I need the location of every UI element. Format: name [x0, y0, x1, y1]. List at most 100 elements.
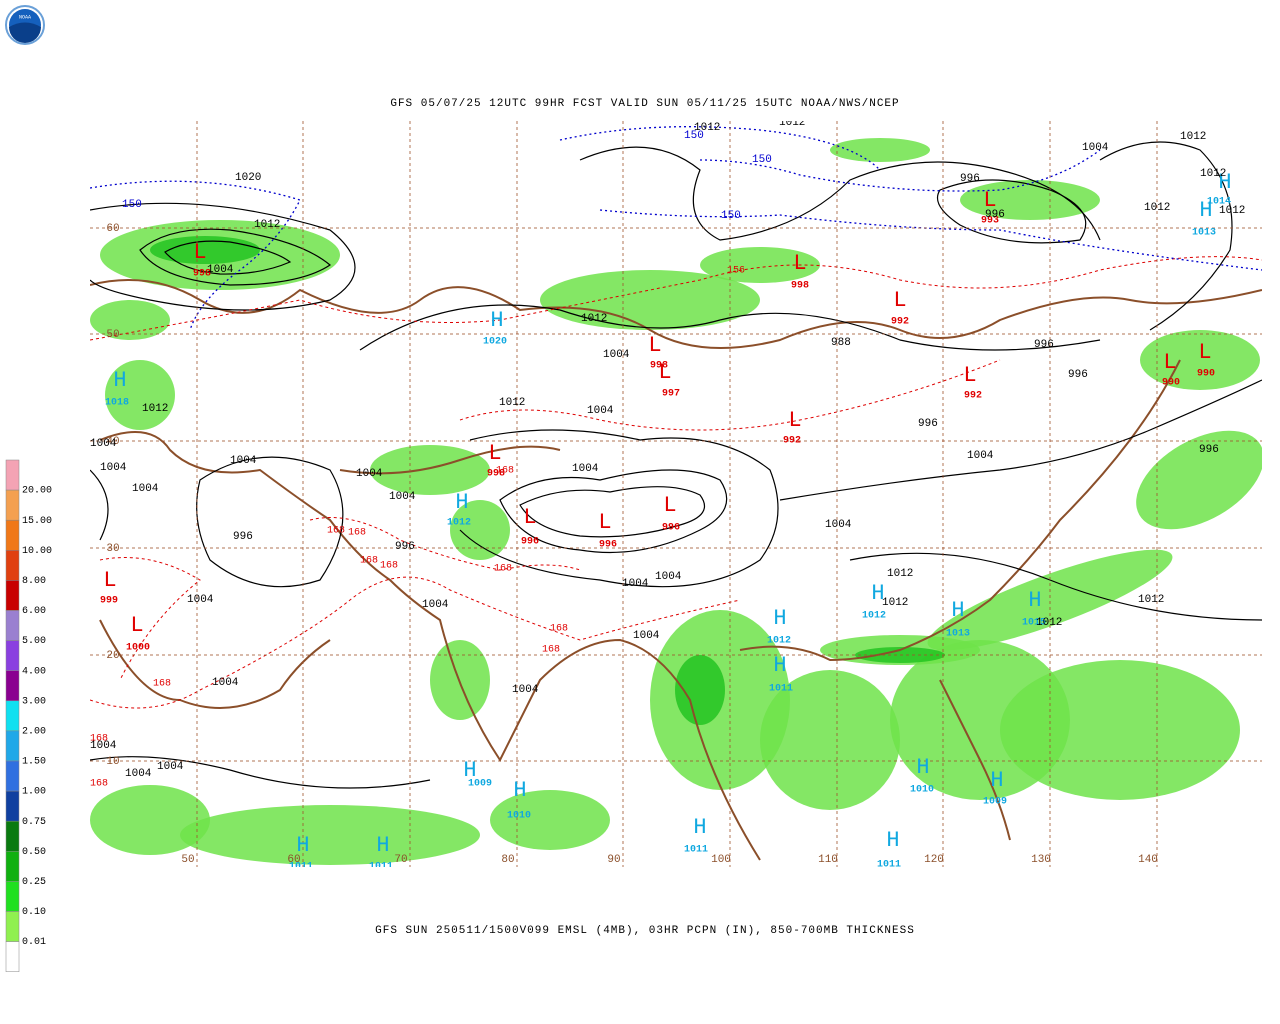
low-value: 990: [1162, 378, 1180, 389]
high-letter: H: [773, 606, 786, 631]
high-value: 1010: [910, 785, 934, 796]
low-letter: L: [658, 360, 671, 385]
legend-label: 15.00: [22, 516, 52, 527]
isobar-label: 1004: [157, 761, 184, 773]
low-letter: L: [598, 510, 611, 535]
legend-label: 4.00: [22, 666, 46, 677]
height-label: 150: [721, 210, 741, 222]
height-label: 150: [752, 154, 772, 166]
isobar-label: 1004: [825, 519, 852, 531]
high-letter: H: [1199, 198, 1212, 223]
isobar-label: 1020: [235, 172, 261, 184]
isobar-label: 1012: [499, 397, 525, 409]
high-letter: H: [951, 598, 964, 623]
legend-label: 1.50: [22, 757, 46, 768]
map-area: 50 60 70 80 90 100 110 120 130 140605040302010L99…: [90, 117, 1262, 871]
high-letter: H: [886, 828, 899, 853]
low-letter: L: [663, 493, 676, 518]
low-value: 998: [650, 361, 668, 372]
legend-swatch: [5, 820, 20, 852]
height-label: 150: [684, 130, 704, 142]
legend-swatch: [5, 550, 20, 581]
isobar-label: 1012: [1144, 202, 1170, 214]
high-letter: H: [773, 653, 786, 678]
low-letter: L: [193, 240, 206, 265]
legend-swatch: [5, 670, 20, 702]
precip-areas: [90, 138, 1262, 865]
thickness-label: 168: [542, 645, 560, 656]
lat-label: 10: [106, 756, 119, 768]
legend-swatch: [5, 911, 20, 942]
high-value: 1009: [983, 797, 1007, 808]
low-letter: L: [893, 288, 906, 313]
logo-text: NOAA: [19, 14, 31, 20]
low-letter: L: [788, 408, 801, 433]
isobar-label: 1004: [1082, 142, 1109, 154]
high-letter: H: [1028, 588, 1041, 613]
thickness-label: 168: [494, 564, 512, 575]
low-value: 998: [487, 469, 505, 480]
isobar-label: 1004: [422, 599, 449, 611]
legend-label: 0.10: [22, 907, 46, 918]
thickness-label: 168: [360, 556, 378, 567]
thickness-label: 168: [550, 624, 568, 635]
legend-swatch: [5, 640, 20, 671]
legend-label: 1.00: [22, 787, 46, 798]
isobar-label: 1004: [356, 468, 383, 480]
high-letter: H: [1218, 170, 1231, 195]
isobar-label: 1004: [90, 438, 117, 450]
lat-label: 40: [106, 436, 119, 448]
legend-swatch: [5, 519, 20, 551]
isobar-label: 996: [985, 209, 1005, 221]
map-labels: 50 60 70 80 90 100 110 120 130 140605040302010L99…: [90, 117, 1245, 871]
isobar-label: 1004: [572, 463, 599, 475]
isobar-label: 1004: [207, 264, 234, 276]
high-letter: H: [916, 755, 929, 780]
isobar-label: 996: [1199, 444, 1219, 456]
lon-label: 90: [607, 854, 620, 866]
high-letter: H: [376, 833, 389, 858]
isobar-label: 1012: [779, 117, 805, 129]
low-letter: L: [1198, 340, 1211, 365]
legend-swatch: [5, 730, 20, 762]
coastlines: [90, 279, 1262, 861]
isobar-label: 1004: [512, 684, 539, 696]
isobar-label: 1012: [1138, 594, 1164, 606]
low-value: 999: [100, 596, 118, 607]
low-value: 992: [783, 436, 801, 447]
high-value: 1011: [769, 684, 793, 695]
legend-label: 20.00: [22, 486, 52, 497]
legend-swatch: [5, 941, 20, 972]
lat-label: 20: [106, 650, 119, 662]
isobar-label: 1004: [132, 483, 159, 495]
high-letter: H: [463, 758, 476, 783]
isobar-label: 1004: [633, 630, 660, 642]
low-letter: L: [523, 505, 536, 530]
isobars: [90, 141, 1262, 789]
low-letter: L: [963, 363, 976, 388]
high-letter: H: [990, 768, 1003, 793]
low-value: 1000: [126, 643, 150, 654]
low-value: 996: [599, 540, 617, 551]
isobar-label: 1012: [1219, 205, 1245, 217]
high-value: 1011: [877, 860, 901, 871]
high-value: 1010: [507, 811, 531, 822]
isobar-label: 996: [1068, 369, 1088, 381]
legend-swatch: [5, 700, 20, 732]
thickness-label: 168: [348, 528, 366, 539]
isobar-label: 1012: [1180, 131, 1206, 143]
legend-label: 0.25: [22, 877, 46, 888]
noaa-logo: NOAA: [5, 5, 45, 45]
legend-swatch: [5, 760, 20, 792]
map-title: GFS 05/07/25 12UTC 99HR FCST VALID SUN 0…: [390, 98, 899, 110]
gridlines: [90, 121, 1262, 867]
isobar-label: 1012: [694, 122, 720, 134]
high-value: 1011: [684, 845, 708, 856]
legend-swatch: [5, 881, 20, 912]
thickness-label: 168: [90, 734, 108, 745]
high-letter: H: [490, 308, 503, 333]
thickness-label: 156: [727, 266, 745, 277]
low-value: 996: [662, 523, 680, 534]
legend-swatch: [5, 459, 20, 491]
